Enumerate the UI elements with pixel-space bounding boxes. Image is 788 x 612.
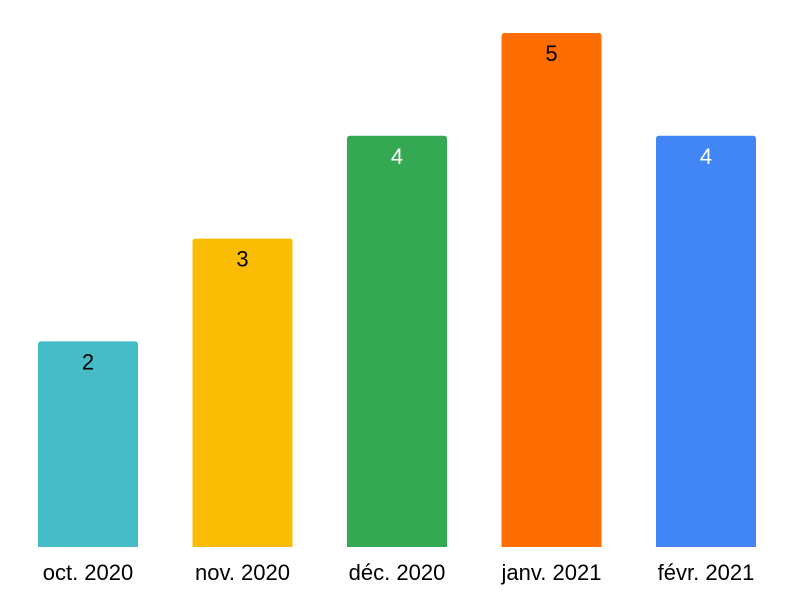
x-tick-label-dec-2020: déc. 2020 xyxy=(349,560,446,585)
x-tick-label-oct-2020: oct. 2020 xyxy=(43,560,134,585)
bar-dec-2020 xyxy=(347,135,447,548)
x-tick-label-fevr-2021: févr. 2021 xyxy=(658,560,755,585)
bar-fevr-2021 xyxy=(656,135,756,548)
data-label-nov-2020: 3 xyxy=(236,247,248,272)
bar-janv-2021 xyxy=(501,33,602,547)
data-label-oct-2020: 2 xyxy=(82,349,94,374)
data-labels-group: 2 3 4 5 4 xyxy=(82,41,712,374)
data-label-dec-2020: 4 xyxy=(391,144,403,169)
bar-oct-2020 xyxy=(38,341,138,547)
bars-group xyxy=(38,33,756,548)
data-label-janv-2021: 5 xyxy=(545,41,557,66)
x-tick-label-nov-2020: nov. 2020 xyxy=(195,560,290,585)
bar-nov-2020 xyxy=(192,238,293,547)
data-label-fevr-2021: 4 xyxy=(700,144,712,169)
x-tick-labels-group: oct. 2020 nov. 2020 déc. 2020 janv. 2021 fév… xyxy=(43,560,755,585)
x-tick-label-janv-2021: janv. 2021 xyxy=(501,560,602,585)
